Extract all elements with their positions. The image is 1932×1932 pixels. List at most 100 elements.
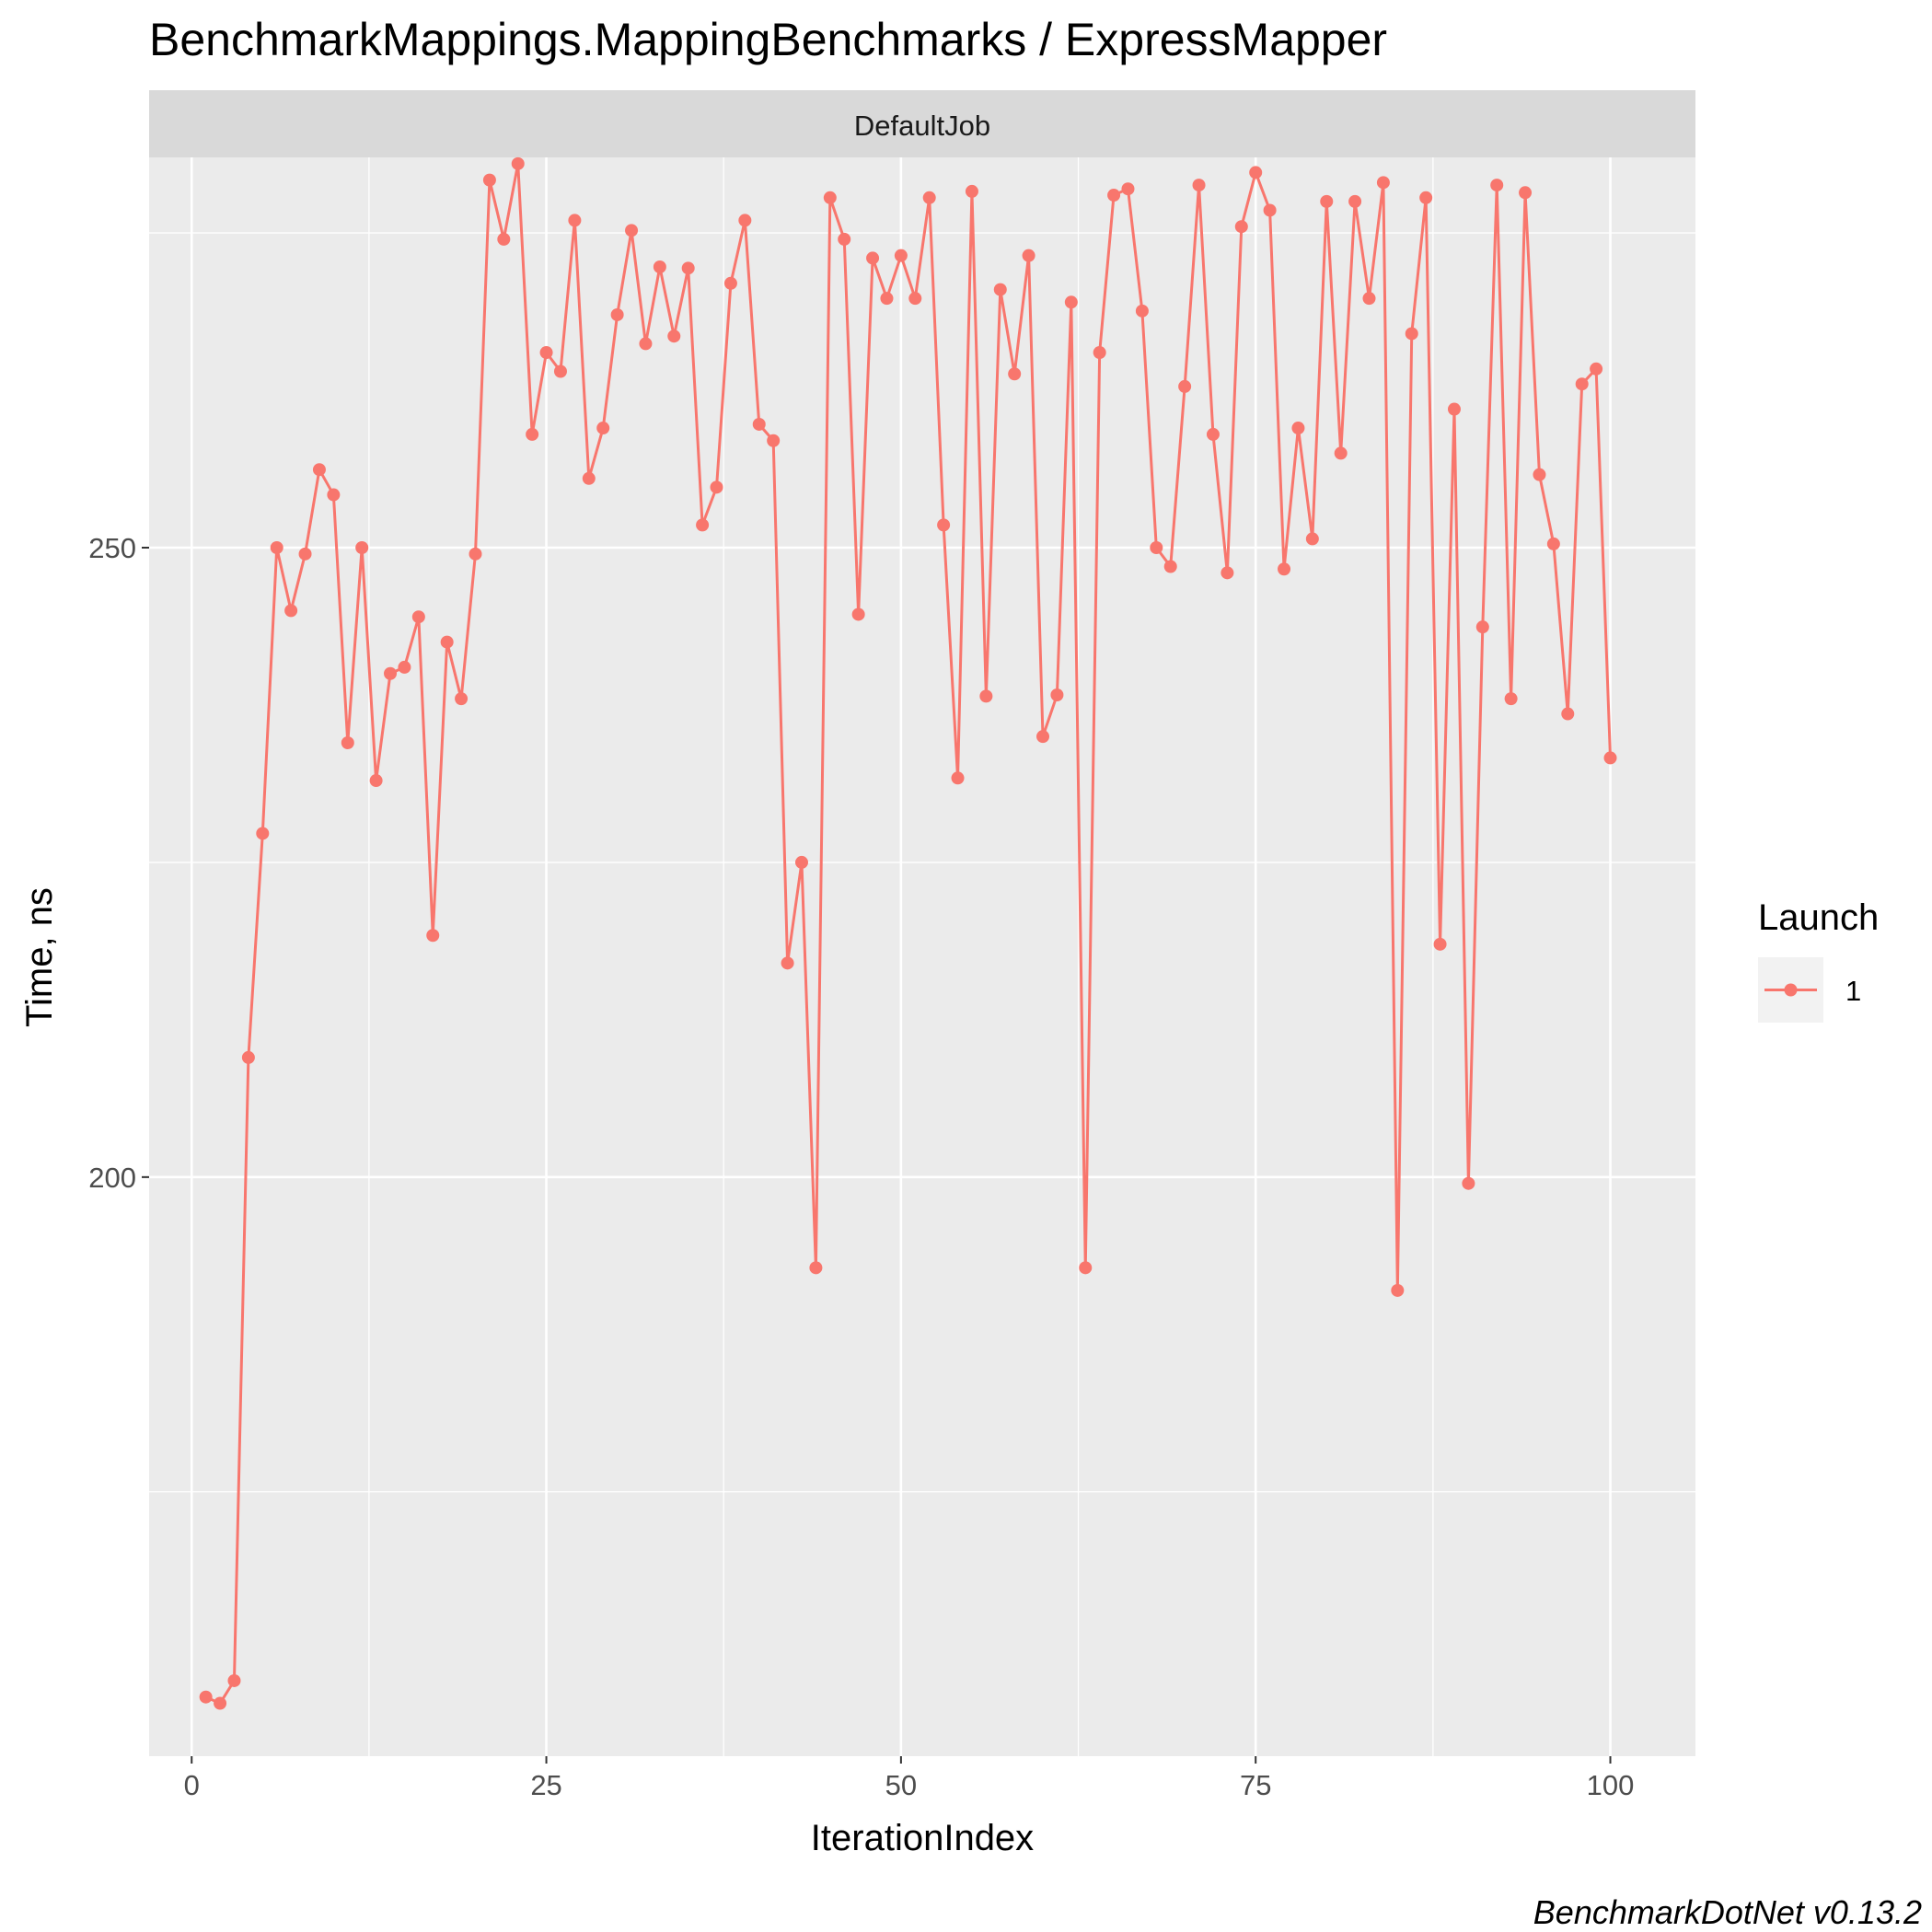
data-point bbox=[1291, 422, 1305, 435]
data-point bbox=[553, 364, 567, 378]
data-point bbox=[384, 666, 398, 680]
data-point bbox=[752, 417, 766, 431]
data-point bbox=[1561, 707, 1575, 721]
data-point bbox=[681, 261, 695, 275]
data-point bbox=[284, 604, 298, 618]
data-point bbox=[1603, 751, 1617, 765]
series-layer bbox=[199, 156, 1617, 1710]
data-point bbox=[426, 929, 440, 943]
series-line bbox=[205, 162, 1613, 1706]
data-point bbox=[398, 660, 411, 674]
y-tick-label: 200 bbox=[88, 1162, 136, 1194]
data-point bbox=[710, 480, 723, 494]
data-point bbox=[1064, 295, 1078, 309]
data-point bbox=[469, 547, 482, 561]
x-tick-label: 100 bbox=[1587, 1769, 1635, 1801]
x-tick-label: 0 bbox=[184, 1769, 200, 1801]
data-point bbox=[582, 471, 596, 485]
data-point bbox=[696, 518, 710, 532]
data-point bbox=[1107, 189, 1121, 202]
data-point bbox=[1575, 377, 1589, 391]
data-point bbox=[526, 427, 539, 441]
y-axis-title: Time, ns bbox=[19, 887, 60, 1027]
data-point bbox=[1263, 203, 1277, 217]
data-point bbox=[908, 292, 922, 306]
data-point bbox=[1546, 537, 1560, 550]
data-point bbox=[1305, 532, 1319, 546]
data-point bbox=[256, 827, 270, 840]
data-point bbox=[341, 735, 354, 749]
plot-panel bbox=[149, 157, 1695, 1756]
data-point bbox=[1278, 562, 1291, 576]
legend: Launch 1 bbox=[1758, 897, 1879, 1023]
data-point bbox=[568, 214, 582, 227]
facet-strip bbox=[149, 90, 1695, 157]
data-point bbox=[639, 337, 653, 351]
data-point bbox=[723, 276, 737, 290]
data-point bbox=[298, 547, 312, 561]
x-tick-label: 50 bbox=[885, 1769, 917, 1801]
data-point bbox=[1334, 446, 1348, 460]
data-point bbox=[1590, 362, 1603, 376]
legend-entry-label: 1 bbox=[1845, 975, 1861, 1007]
data-point bbox=[738, 214, 752, 227]
data-point bbox=[1462, 1176, 1475, 1190]
data-point bbox=[1419, 191, 1433, 204]
data-point bbox=[979, 689, 993, 703]
legend-title: Launch bbox=[1758, 897, 1879, 938]
data-point bbox=[482, 173, 496, 187]
data-point bbox=[880, 292, 894, 306]
data-point bbox=[1405, 327, 1418, 341]
data-point bbox=[1320, 194, 1334, 208]
data-point bbox=[851, 607, 865, 621]
data-point bbox=[951, 771, 965, 785]
data-point bbox=[199, 1690, 213, 1704]
data-point bbox=[1504, 692, 1518, 706]
data-point bbox=[1234, 220, 1248, 234]
data-point bbox=[497, 232, 511, 246]
data-point bbox=[1163, 560, 1177, 573]
data-point bbox=[1150, 540, 1163, 554]
data-point bbox=[241, 1050, 255, 1064]
x-axis-title: IterationIndex bbox=[811, 1818, 1034, 1858]
data-point bbox=[1475, 620, 1489, 634]
data-point bbox=[965, 184, 978, 198]
data-point bbox=[1221, 566, 1234, 580]
data-point bbox=[312, 463, 326, 477]
data-point bbox=[1348, 194, 1362, 208]
data-point bbox=[809, 1261, 823, 1275]
data-point bbox=[1093, 346, 1106, 359]
data-point bbox=[1533, 468, 1546, 481]
chart-title: BenchmarkMappings.MappingBenchmarks / Ex… bbox=[149, 14, 1387, 65]
data-point bbox=[653, 260, 666, 273]
data-point bbox=[1022, 249, 1035, 262]
data-point bbox=[539, 346, 553, 359]
data-point bbox=[1519, 186, 1533, 200]
legend-key-point bbox=[1784, 983, 1798, 997]
data-point bbox=[327, 488, 341, 502]
data-point bbox=[369, 774, 383, 788]
y-tick-label: 250 bbox=[88, 532, 136, 564]
data-point bbox=[667, 330, 681, 343]
data-point bbox=[1008, 367, 1022, 381]
y-axis: 200 250 bbox=[88, 532, 149, 1194]
data-point bbox=[781, 956, 794, 970]
data-point bbox=[1362, 292, 1376, 306]
data-point bbox=[767, 434, 781, 447]
data-point bbox=[1079, 1261, 1093, 1275]
data-point bbox=[1036, 730, 1050, 744]
data-point bbox=[823, 191, 837, 204]
data-point bbox=[227, 1673, 241, 1687]
data-point bbox=[993, 283, 1007, 296]
data-point bbox=[838, 232, 851, 246]
data-point bbox=[455, 692, 469, 706]
data-point bbox=[794, 855, 808, 869]
data-point bbox=[1178, 379, 1192, 393]
data-point bbox=[511, 156, 525, 170]
data-point bbox=[1249, 166, 1263, 179]
data-point bbox=[1433, 937, 1447, 951]
data-point bbox=[1121, 182, 1135, 196]
data-point bbox=[355, 540, 369, 554]
data-point bbox=[1050, 688, 1064, 702]
chart-caption: BenchmarkDotNet v0.13.2 bbox=[1533, 1893, 1922, 1931]
